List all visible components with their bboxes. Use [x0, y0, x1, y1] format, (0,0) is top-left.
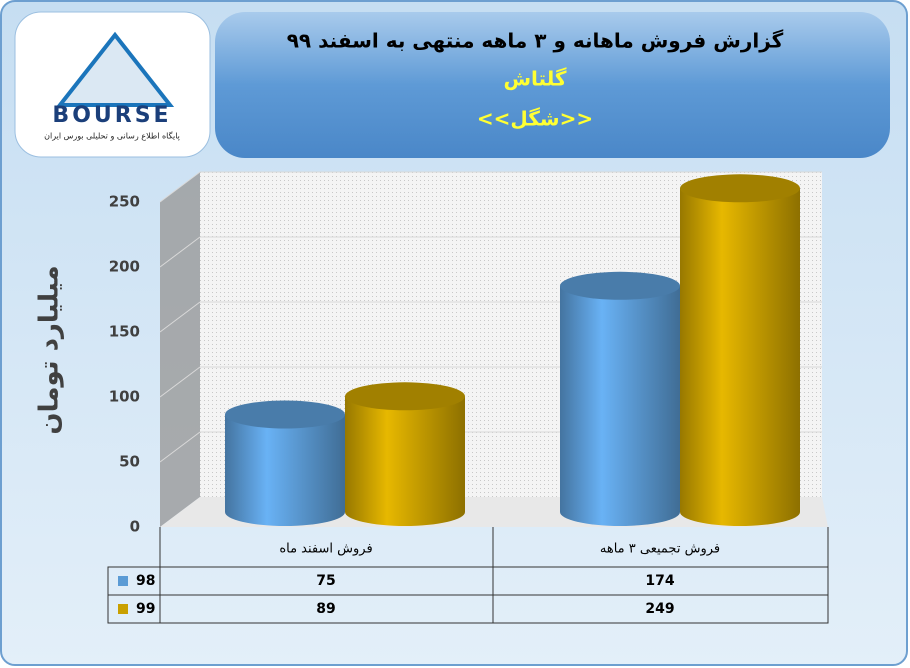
- table-value: 75: [316, 573, 335, 589]
- table-value: 174: [645, 573, 674, 589]
- legend-swatch: [118, 604, 128, 614]
- bar: [225, 414, 345, 526]
- legend-label: 99: [136, 601, 155, 617]
- subtitle: <<شگل>>: [477, 107, 593, 131]
- header-box: [215, 12, 890, 158]
- logo-mark: [55, 31, 175, 107]
- y-tick-label: 0: [130, 518, 140, 536]
- x-tick-label: فروش اسفند ماه: [279, 542, 372, 557]
- grid-line: [159, 171, 201, 203]
- data-table: [107, 527, 829, 624]
- y-tick-label: 250: [109, 193, 140, 211]
- side-wall: [160, 172, 200, 527]
- table-value: 89: [316, 601, 335, 617]
- grid-line: [159, 236, 201, 268]
- bar: [345, 396, 465, 526]
- legend-label: 98: [136, 573, 155, 589]
- y-axis-label: میلیارد تومان: [35, 265, 65, 434]
- grid-line: [159, 366, 201, 398]
- bar-top: [560, 271, 680, 300]
- bar-top: [225, 400, 345, 429]
- logo-name: BOURSE: [52, 103, 171, 128]
- bar-top: [680, 174, 800, 203]
- chart-title: گزارش فروش ماهانه و ۳ ماهه منتهی به اسفن…: [287, 29, 784, 53]
- bar: [560, 285, 680, 526]
- y-tick-label: 100: [109, 388, 140, 406]
- grid-line: [159, 431, 201, 463]
- bar: [680, 188, 800, 527]
- grid-line: [159, 301, 201, 333]
- subtitle: گلتاش: [503, 67, 566, 91]
- legend-swatch: [118, 576, 128, 586]
- y-tick-label: 200: [109, 258, 140, 276]
- y-tick-label: 50: [119, 453, 140, 471]
- logo-caption: پایگاه اطلاع رسانی و تحلیلی بورس ایران: [44, 131, 180, 141]
- x-tick-label: فروش تجمیعی ۳ ماهه: [600, 542, 720, 557]
- table-value: 249: [645, 601, 674, 617]
- y-tick-label: 150: [109, 323, 140, 341]
- bar-top: [345, 382, 465, 411]
